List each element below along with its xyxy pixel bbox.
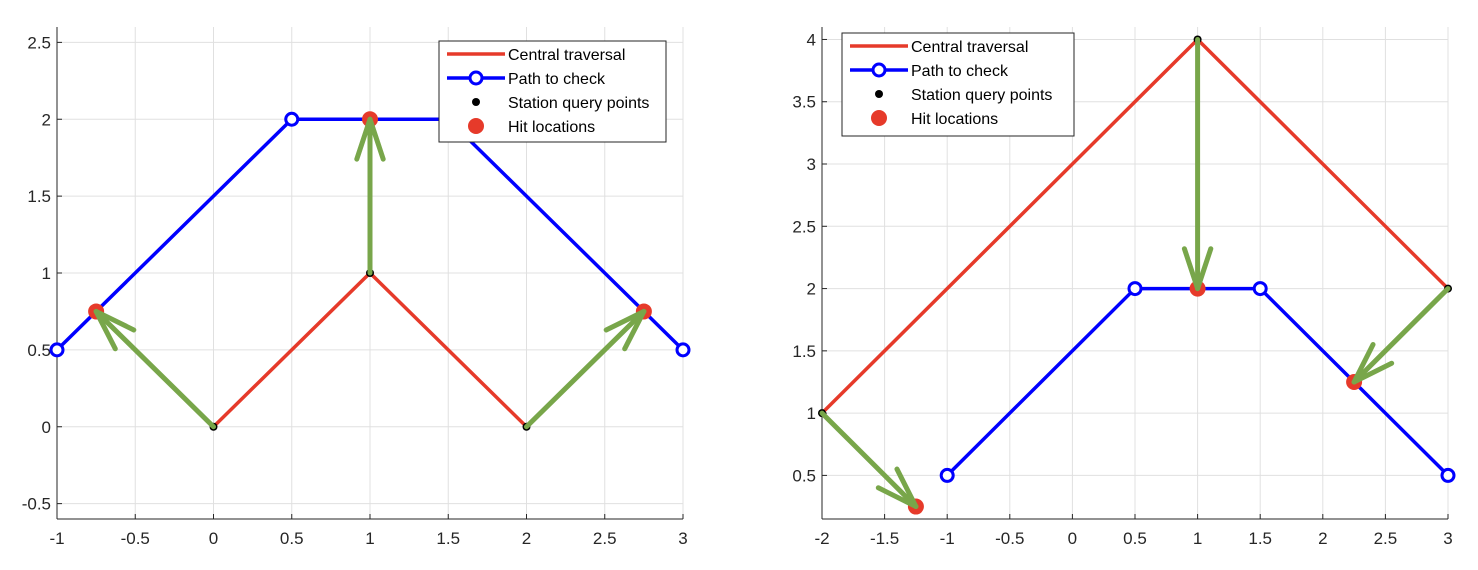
x-tick-label: 0 (209, 529, 218, 548)
path-to-check-marker (284, 111, 300, 127)
x-tick-label: -1.5 (870, 529, 899, 548)
y-tick-label: 1 (42, 264, 51, 283)
y-tick-label: 1.5 (792, 342, 816, 361)
chart-1: -1 -0.5 0 0.5 1 1.5 2 2.5 3 -0.5 0 0.5 1 1.5 2 2.5 Centr… (22, 27, 691, 548)
arrow-head (603, 308, 647, 333)
x-tick-label: 1.5 (436, 529, 460, 548)
x-tick-label: 0.5 (280, 529, 304, 548)
y-tick-label: 1.5 (27, 187, 51, 206)
x-tick-label: 3 (678, 529, 687, 548)
y-tick-label: 4 (807, 30, 816, 49)
legend-label: Hit locations (508, 119, 595, 136)
legend-item-0: Central traversal (850, 39, 1028, 56)
legend-swatch-station (472, 98, 480, 106)
legend-label: Central traversal (911, 39, 1028, 56)
legend-item-3: Hit locations (871, 110, 998, 128)
y-tick-label: 2.5 (27, 33, 51, 52)
legend-item-2: Station query points (875, 87, 1052, 104)
arrow (1351, 286, 1451, 385)
arrow-head (93, 308, 137, 333)
legend-swatch-hit (468, 118, 484, 134)
arrow (819, 410, 919, 510)
path-to-check-marker (1127, 281, 1143, 297)
arrow-shaft (819, 410, 919, 510)
legend: Central traversal Path to check Station qu… (841, 32, 1075, 137)
y-tick-label: 3.5 (792, 93, 816, 112)
legend-swatch-station (875, 90, 883, 98)
y-tick-label: 3 (807, 155, 816, 174)
legend-label: Station query points (911, 87, 1052, 104)
legend-item-0: Central traversal (447, 47, 625, 64)
arrow-shaft (1351, 286, 1451, 385)
x-tick-label: -1 (49, 529, 64, 548)
arrow (354, 116, 386, 276)
x-tick-label: -0.5 (995, 529, 1024, 548)
legend: Central traversal Path to check Station qu… (438, 40, 667, 143)
legend-item-1: Path to check (850, 62, 1009, 80)
x-tick-label: -1 (940, 529, 955, 548)
arrow-head (93, 308, 118, 352)
legend-label: Path to check (508, 71, 606, 88)
legend-swatch-hit (871, 110, 887, 126)
y-tick-label: 2.5 (792, 217, 816, 236)
legend-label: Central traversal (508, 47, 625, 64)
arrow-head (1351, 360, 1395, 385)
legend-item-2: Station query points (472, 95, 649, 112)
path-to-check-marker (49, 342, 65, 358)
arrow-head (894, 466, 919, 510)
legend-item-1: Path to check (447, 70, 606, 88)
legend-label: Path to check (911, 63, 1009, 80)
legend-label: Station query points (508, 95, 649, 112)
arrow-shaft (524, 308, 647, 430)
legend-swatch-path-marker (468, 70, 484, 86)
arrow-shaft (93, 308, 216, 430)
arrow-head (1351, 342, 1376, 385)
x-tick-label: 0 (1068, 529, 1077, 548)
x-tick-label: 3 (1443, 529, 1452, 548)
path-to-check-marker (675, 342, 691, 358)
arrow-head (1195, 246, 1214, 292)
y-tick-label: 0 (42, 418, 51, 437)
x-tick-label: -2 (814, 529, 829, 548)
chart-2: -2 -1.5 -1 -0.5 0 0.5 1 1.5 2 2.5 3 0.5 1 1.5 2 2.5 3 3.5… (792, 27, 1456, 548)
arrow-head (875, 485, 919, 510)
y-tick-label: 2 (807, 280, 816, 299)
arrow-head (622, 308, 647, 352)
arrow-head (1181, 246, 1201, 292)
x-tick-label: 1 (365, 529, 374, 548)
path-to-check-marker (1252, 281, 1268, 297)
x-tick-label: 1 (1193, 529, 1202, 548)
arrow (93, 308, 216, 430)
legend-box (841, 32, 1075, 137)
legend-item-3: Hit locations (468, 118, 595, 136)
x-tick-label: 0.5 (1123, 529, 1147, 548)
x-tick-label: 2.5 (593, 529, 617, 548)
arrow (1181, 36, 1214, 292)
arrow (524, 308, 647, 430)
x-tick-label: 1.5 (1248, 529, 1272, 548)
x-tick-label: 2 (522, 529, 531, 548)
y-tick-label: 2 (42, 110, 51, 129)
x-tick-label: 2.5 (1374, 529, 1398, 548)
legend-swatch-path-marker (871, 62, 887, 78)
y-tick-label: 0.5 (27, 341, 51, 360)
x-tick-label: 2 (1318, 529, 1327, 548)
arrow-head (367, 116, 386, 162)
x-tick-label: -0.5 (121, 529, 150, 548)
y-tick-label: 1 (807, 404, 816, 423)
path-to-check-marker (1440, 467, 1456, 483)
arrow-head (354, 116, 373, 162)
path-to-check-marker (939, 467, 955, 483)
y-tick-label: 0.5 (792, 466, 816, 485)
y-tick-label: -0.5 (22, 495, 51, 514)
legend-label: Hit locations (911, 111, 998, 128)
